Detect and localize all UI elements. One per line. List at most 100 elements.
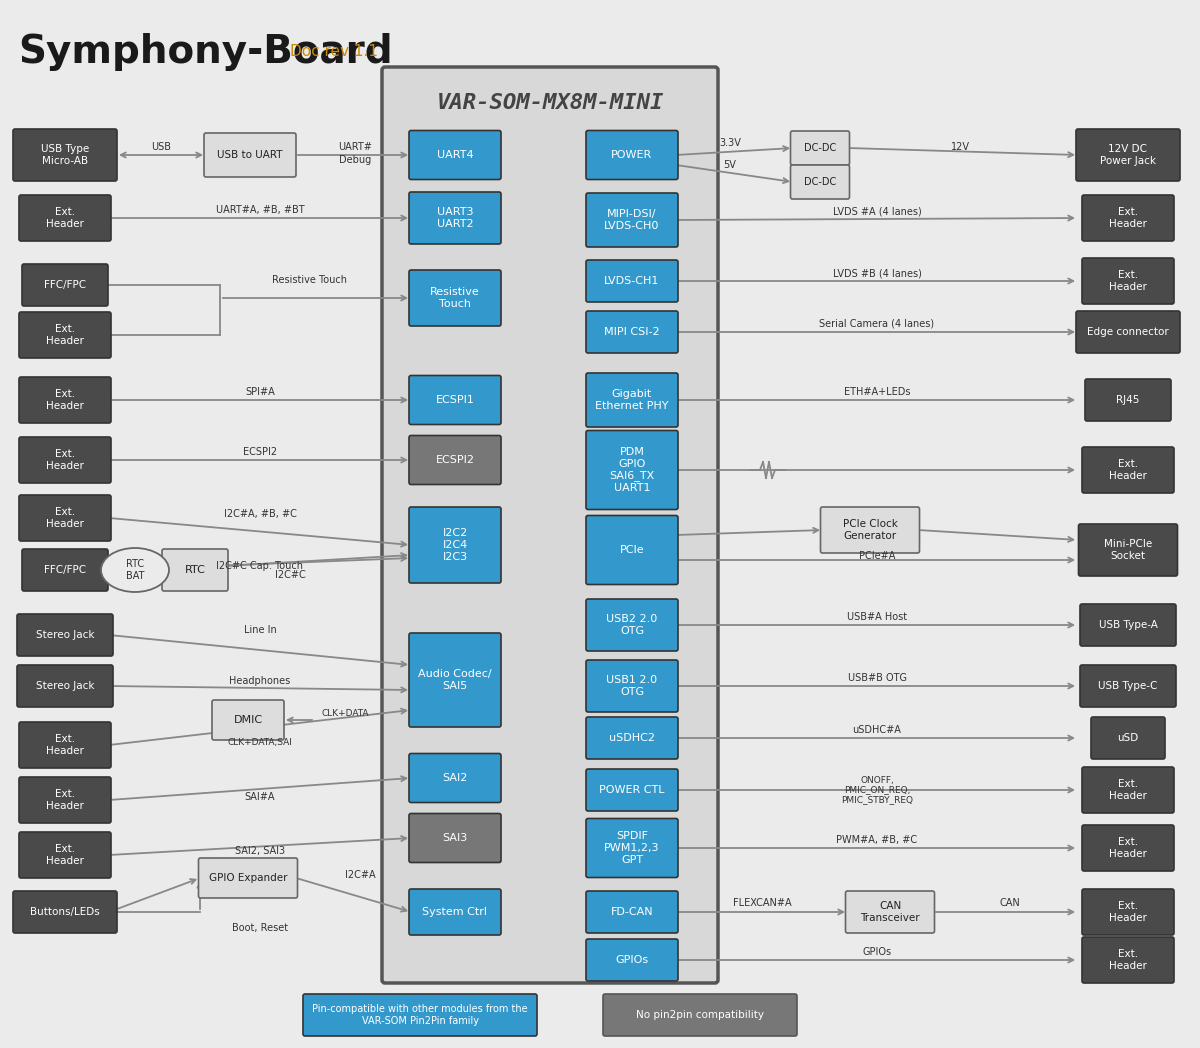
- Text: POWER: POWER: [611, 150, 653, 160]
- Text: DC-DC: DC-DC: [804, 177, 836, 187]
- FancyBboxPatch shape: [586, 769, 678, 811]
- Text: Ext.
Header: Ext. Header: [46, 389, 84, 411]
- FancyBboxPatch shape: [17, 665, 113, 707]
- Text: uSD: uSD: [1117, 733, 1139, 743]
- Text: Ext.
Header: Ext. Header: [1109, 837, 1147, 858]
- FancyBboxPatch shape: [1082, 258, 1174, 304]
- FancyBboxPatch shape: [586, 818, 678, 877]
- FancyBboxPatch shape: [1079, 524, 1177, 576]
- Text: SPI#A: SPI#A: [245, 387, 275, 397]
- FancyBboxPatch shape: [586, 939, 678, 981]
- Text: uSDHC#A: uSDHC#A: [852, 725, 901, 735]
- Text: USB to UART: USB to UART: [217, 150, 283, 160]
- Text: Ext.
Header: Ext. Header: [1109, 949, 1147, 970]
- Text: LVDS-CH1: LVDS-CH1: [605, 276, 660, 286]
- Text: System Ctrl: System Ctrl: [422, 907, 487, 917]
- FancyBboxPatch shape: [19, 722, 112, 768]
- FancyBboxPatch shape: [409, 813, 502, 863]
- Text: GPIO Expander: GPIO Expander: [209, 873, 287, 883]
- Text: Symphony-Board: Symphony-Board: [18, 32, 392, 71]
- Text: Ext.
Header: Ext. Header: [46, 324, 84, 346]
- FancyBboxPatch shape: [198, 858, 298, 898]
- FancyBboxPatch shape: [302, 994, 538, 1036]
- FancyBboxPatch shape: [409, 192, 502, 244]
- Text: Resistive
Touch: Resistive Touch: [430, 287, 480, 309]
- Text: LVDS #B (4 lanes): LVDS #B (4 lanes): [833, 268, 922, 278]
- Text: Ext.
Header: Ext. Header: [46, 789, 84, 811]
- FancyBboxPatch shape: [409, 270, 502, 326]
- FancyBboxPatch shape: [586, 516, 678, 585]
- FancyBboxPatch shape: [821, 507, 919, 553]
- Text: Resistive Touch: Resistive Touch: [272, 275, 348, 285]
- FancyBboxPatch shape: [13, 129, 118, 181]
- Text: Ext.
Header: Ext. Header: [1109, 270, 1147, 291]
- FancyBboxPatch shape: [19, 777, 112, 823]
- Text: I2C#C Cap. Touch: I2C#C Cap. Touch: [216, 561, 304, 571]
- Text: RJ45: RJ45: [1116, 395, 1140, 405]
- Text: UART4: UART4: [437, 150, 473, 160]
- Text: UART#A, #B, #BT: UART#A, #B, #BT: [216, 205, 305, 215]
- Text: 12V: 12V: [950, 141, 970, 152]
- FancyBboxPatch shape: [586, 431, 678, 509]
- Text: MIPI-DSI/
LVDS-CH0: MIPI-DSI/ LVDS-CH0: [605, 210, 660, 231]
- Text: USB#A Host: USB#A Host: [847, 612, 907, 623]
- FancyBboxPatch shape: [19, 495, 112, 541]
- Text: PCIe#A: PCIe#A: [859, 551, 895, 561]
- Text: UART#: UART#: [338, 141, 372, 152]
- Text: Stereo Jack: Stereo Jack: [36, 681, 95, 691]
- FancyBboxPatch shape: [1082, 937, 1174, 983]
- FancyBboxPatch shape: [409, 633, 502, 727]
- Text: MIPI CSI-2: MIPI CSI-2: [604, 327, 660, 337]
- Text: Ext.
Header: Ext. Header: [46, 208, 84, 228]
- FancyBboxPatch shape: [1082, 767, 1174, 813]
- Text: GPIOs: GPIOs: [616, 955, 648, 965]
- Text: UART3
UART2: UART3 UART2: [437, 208, 473, 228]
- Text: I2C2
I2C4
I2C3: I2C2 I2C4 I2C3: [443, 528, 468, 562]
- FancyBboxPatch shape: [1082, 889, 1174, 935]
- FancyBboxPatch shape: [409, 754, 502, 803]
- FancyBboxPatch shape: [1082, 825, 1174, 871]
- Text: Headphones: Headphones: [229, 676, 290, 686]
- Text: Serial Camera (4 lanes): Serial Camera (4 lanes): [820, 318, 935, 328]
- Text: USB2 2.0
OTG: USB2 2.0 OTG: [606, 614, 658, 636]
- Text: Mini-PCIe
Socket: Mini-PCIe Socket: [1104, 540, 1152, 561]
- FancyBboxPatch shape: [22, 549, 108, 591]
- Text: DMIC: DMIC: [234, 715, 263, 725]
- Text: PMIC_ON_REQ,: PMIC_ON_REQ,: [844, 786, 910, 794]
- FancyBboxPatch shape: [791, 131, 850, 165]
- Text: RTC
BAT: RTC BAT: [126, 560, 144, 581]
- Text: SAI3: SAI3: [443, 833, 468, 843]
- Text: FLEXCAN#A: FLEXCAN#A: [733, 898, 791, 908]
- FancyBboxPatch shape: [22, 264, 108, 306]
- Text: SPDIF
PWM1,2,3
GPT: SPDIF PWM1,2,3 GPT: [605, 831, 660, 865]
- FancyBboxPatch shape: [586, 373, 678, 427]
- Text: I2C#A, #B, #C: I2C#A, #B, #C: [223, 509, 296, 519]
- FancyBboxPatch shape: [382, 67, 718, 983]
- Text: USB Type-A: USB Type-A: [1098, 620, 1158, 630]
- FancyBboxPatch shape: [586, 599, 678, 651]
- FancyBboxPatch shape: [409, 507, 502, 583]
- Text: Ext.
Header: Ext. Header: [46, 450, 84, 471]
- FancyBboxPatch shape: [1091, 717, 1165, 759]
- FancyBboxPatch shape: [586, 311, 678, 353]
- Text: FFC/FPC: FFC/FPC: [44, 565, 86, 575]
- FancyBboxPatch shape: [1076, 129, 1180, 181]
- FancyBboxPatch shape: [586, 260, 678, 302]
- FancyBboxPatch shape: [586, 660, 678, 712]
- Text: DC-DC: DC-DC: [804, 143, 836, 153]
- Text: USB1 2.0
OTG: USB1 2.0 OTG: [606, 675, 658, 697]
- FancyBboxPatch shape: [409, 131, 502, 179]
- FancyBboxPatch shape: [1076, 311, 1180, 353]
- Text: Pin-compatible with other modules from the
VAR-SOM Pin2Pin family: Pin-compatible with other modules from t…: [312, 1004, 528, 1026]
- Text: PCIe: PCIe: [619, 545, 644, 555]
- Text: Ext.
Header: Ext. Header: [46, 507, 84, 529]
- Text: ONOFF,: ONOFF,: [860, 776, 894, 785]
- FancyBboxPatch shape: [586, 891, 678, 933]
- Text: Doc rev 1.1: Doc rev 1.1: [290, 44, 378, 60]
- FancyBboxPatch shape: [19, 832, 112, 878]
- Text: FFC/FPC: FFC/FPC: [44, 280, 86, 290]
- Text: SAI#A: SAI#A: [245, 792, 275, 802]
- FancyBboxPatch shape: [19, 312, 112, 358]
- FancyBboxPatch shape: [1082, 195, 1174, 241]
- Text: SAI2, SAI3: SAI2, SAI3: [235, 846, 286, 856]
